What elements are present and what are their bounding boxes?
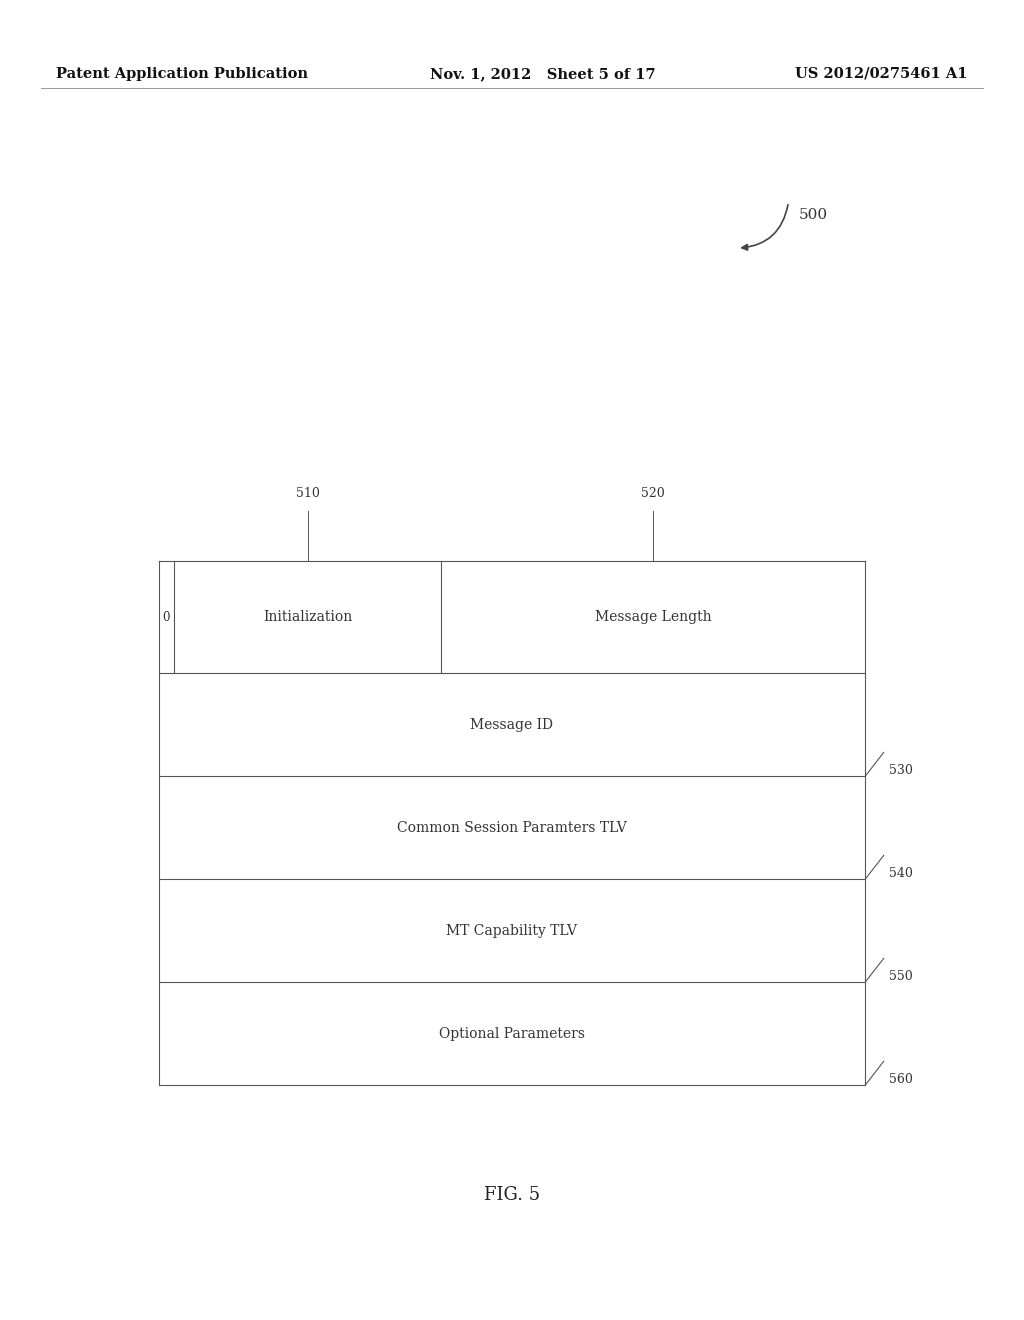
Text: 500: 500 (799, 209, 827, 222)
Text: FIG. 5: FIG. 5 (484, 1185, 540, 1204)
Text: 560: 560 (889, 1073, 912, 1086)
Text: Message ID: Message ID (470, 718, 554, 731)
Text: Common Session Paramters TLV: Common Session Paramters TLV (397, 821, 627, 834)
Text: 510: 510 (296, 487, 319, 500)
Text: Initialization: Initialization (263, 610, 352, 624)
Text: US 2012/0275461 A1: US 2012/0275461 A1 (796, 67, 968, 81)
Text: 0: 0 (163, 611, 170, 623)
Text: 540: 540 (889, 867, 912, 880)
Text: 520: 520 (641, 487, 666, 500)
Text: MT Capability TLV: MT Capability TLV (446, 924, 578, 937)
Text: Patent Application Publication: Patent Application Publication (56, 67, 308, 81)
Text: 550: 550 (889, 970, 912, 983)
Text: Nov. 1, 2012   Sheet 5 of 17: Nov. 1, 2012 Sheet 5 of 17 (430, 67, 655, 81)
Text: Message Length: Message Length (595, 610, 712, 624)
Text: 530: 530 (889, 764, 912, 777)
Text: Optional Parameters: Optional Parameters (439, 1027, 585, 1040)
